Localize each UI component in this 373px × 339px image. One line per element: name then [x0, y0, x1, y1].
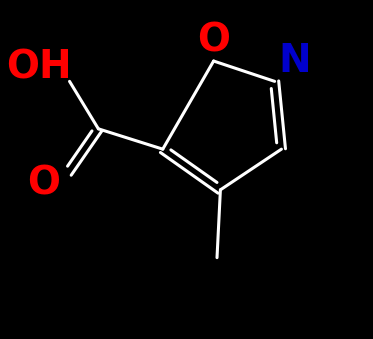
Text: OH: OH	[6, 49, 72, 87]
Text: N: N	[279, 42, 311, 80]
Text: O: O	[197, 22, 230, 60]
Text: O: O	[28, 164, 61, 202]
